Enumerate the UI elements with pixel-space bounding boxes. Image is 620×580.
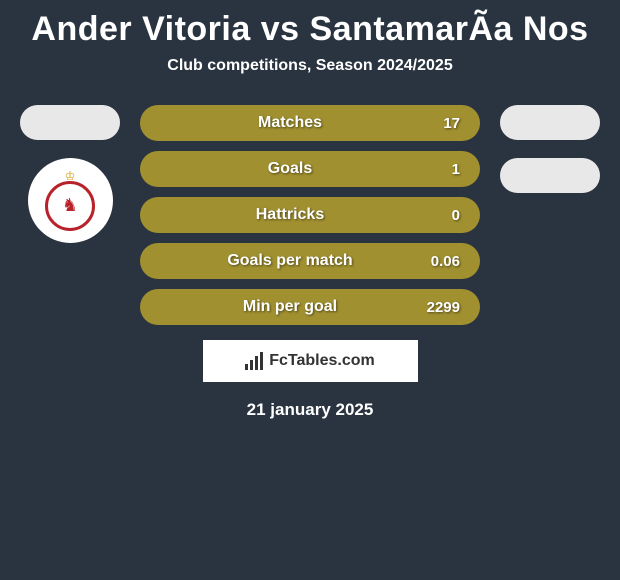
- player-avatar-right-2: [500, 158, 600, 193]
- stat-label: Hattricks: [160, 206, 420, 224]
- date-text: 21 january 2025: [140, 400, 480, 420]
- stat-value: 1: [420, 161, 460, 178]
- stats-container: Matches 17 Goals 1 Hattricks 0 Goals per…: [140, 105, 480, 420]
- club-circle: ♞: [45, 181, 95, 231]
- stat-label: Min per goal: [160, 298, 420, 316]
- stat-value: 0.06: [420, 253, 460, 270]
- player-left-column: ♔ ♞: [10, 105, 130, 243]
- lion-icon: ♞: [62, 195, 78, 216]
- content-wrapper: ♔ ♞ Matches 17 Goals 1 Hattricks: [10, 105, 610, 420]
- source-logo: FcTables.com: [203, 340, 418, 382]
- stat-row-goals-per-match: Goals per match 0.06: [140, 243, 480, 279]
- chart-icon: [245, 352, 263, 370]
- stat-value: 17: [420, 115, 460, 132]
- stat-row-hattricks: Hattricks 0: [140, 197, 480, 233]
- stat-value: 0: [420, 207, 460, 224]
- player-right-column: [490, 105, 610, 211]
- stat-label: Goals: [160, 160, 420, 178]
- club-logo-left: ♔ ♞: [28, 158, 113, 243]
- player-avatar-left: [20, 105, 120, 140]
- club-logo-inner: ♔ ♞: [40, 171, 100, 231]
- stat-row-goals: Goals 1: [140, 151, 480, 187]
- player-avatar-right-1: [500, 105, 600, 140]
- page-title: Ander Vitoria vs SantamarÃa Nos: [10, 0, 610, 57]
- stat-label: Matches: [160, 114, 420, 132]
- stat-row-matches: Matches 17: [140, 105, 480, 141]
- source-text: FcTables.com: [269, 352, 375, 370]
- stat-label: Goals per match: [160, 252, 420, 270]
- main-container: Ander Vitoria vs SantamarÃa Nos Club com…: [0, 0, 620, 420]
- subtitle: Club competitions, Season 2024/2025: [10, 57, 610, 75]
- stat-value: 2299: [420, 299, 460, 316]
- stat-row-min-per-goal: Min per goal 2299: [140, 289, 480, 325]
